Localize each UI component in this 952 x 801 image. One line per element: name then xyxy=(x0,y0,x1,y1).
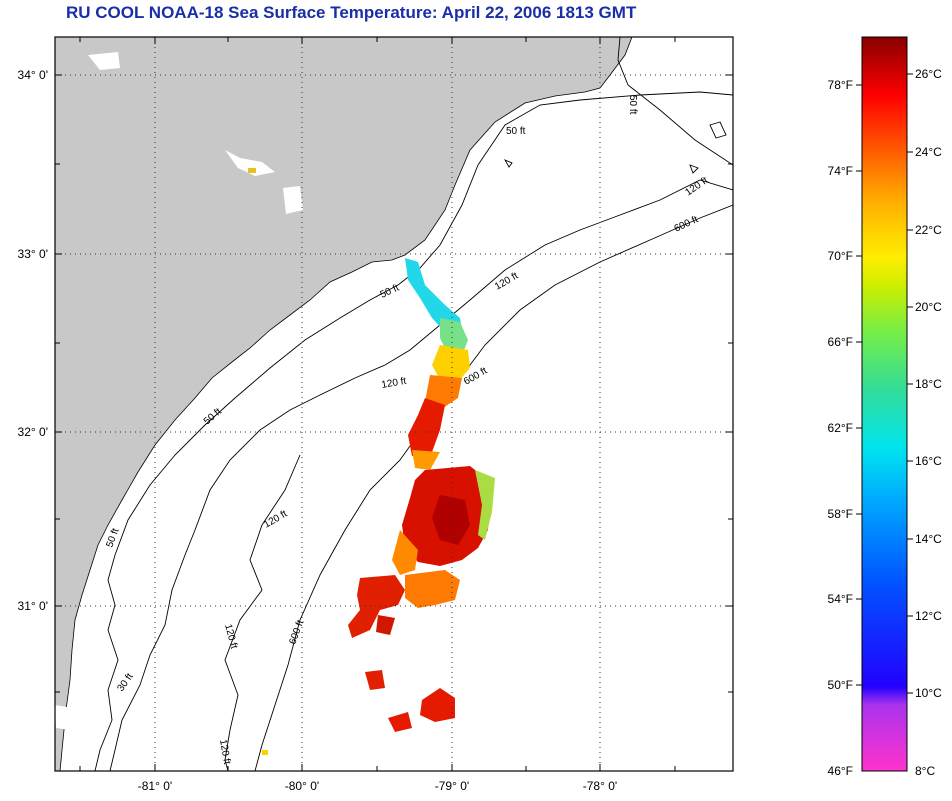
fahrenheit-label: 66°F xyxy=(828,335,853,349)
contour-small xyxy=(709,121,727,139)
contour-120ft xyxy=(109,179,733,771)
lake xyxy=(283,186,303,214)
lat-label: 34° 0' xyxy=(18,68,48,82)
celsius-label: 16°C xyxy=(915,454,942,468)
lat-label: 32° 0' xyxy=(18,425,48,439)
fahrenheit-label: 50°F xyxy=(828,678,853,692)
celsius-label: 26°C xyxy=(915,67,942,81)
lake xyxy=(88,52,120,70)
sst-colorbar xyxy=(861,36,908,772)
contour-50ft xyxy=(617,37,733,166)
lon-label: -79° 0' xyxy=(435,779,469,793)
fahrenheit-label: 62°F xyxy=(828,421,853,435)
land-mass xyxy=(55,37,633,771)
contour-label: 50 ft xyxy=(506,126,526,137)
lon-label: -80° 0' xyxy=(285,779,319,793)
celsius-label: 14°C xyxy=(915,532,942,546)
fahrenheit-label: 78°F xyxy=(828,78,853,92)
map-panel xyxy=(55,37,733,771)
fahrenheit-label: 54°F xyxy=(828,592,853,606)
sst-data xyxy=(262,258,495,755)
lon-label: -81° 0' xyxy=(138,779,172,793)
celsius-label: 12°C xyxy=(915,609,942,623)
map-title: RU COOL NOAA-18 Sea Surface Temperature:… xyxy=(66,3,637,22)
fahrenheit-label: 58°F xyxy=(828,507,853,521)
contour-small xyxy=(689,164,699,174)
celsius-label: 24°C xyxy=(915,145,942,159)
lat-label: 31° 0' xyxy=(18,599,48,613)
contour-50ft xyxy=(94,91,733,771)
map-ticks xyxy=(55,37,733,771)
grid-lines xyxy=(55,37,733,771)
celsius-label: 8°C xyxy=(915,764,935,778)
colorbar-labels: 78°F 74°F 70°F 66°F 62°F 58°F 54°F 50°F … xyxy=(828,67,943,778)
lake xyxy=(248,168,256,173)
fahrenheit-label: 46°F xyxy=(828,764,853,778)
lat-label: 33° 0' xyxy=(18,247,48,261)
contour-label: 120 ft xyxy=(217,739,232,766)
celsius-label: 20°C xyxy=(915,300,942,314)
fahrenheit-label: 74°F xyxy=(828,164,853,178)
axis-labels: 34° 0' 33° 0' 32° 0' 31° 0' -81° 0' -80°… xyxy=(18,68,618,793)
contour-label: 50 ft xyxy=(627,95,638,115)
celsius-label: 18°C xyxy=(915,377,942,391)
lake xyxy=(55,705,72,730)
lake xyxy=(225,150,275,176)
contour-120ft xyxy=(224,454,301,771)
celsius-label: 10°C xyxy=(915,686,942,700)
lon-label: -78° 0' xyxy=(583,779,617,793)
map-frame xyxy=(54,36,734,772)
celsius-label: 22°C xyxy=(915,223,942,237)
contour-small xyxy=(503,159,513,168)
colorbar-ticks xyxy=(856,73,913,694)
contour-label: 120 ft xyxy=(381,376,408,391)
fahrenheit-label: 70°F xyxy=(828,249,853,263)
